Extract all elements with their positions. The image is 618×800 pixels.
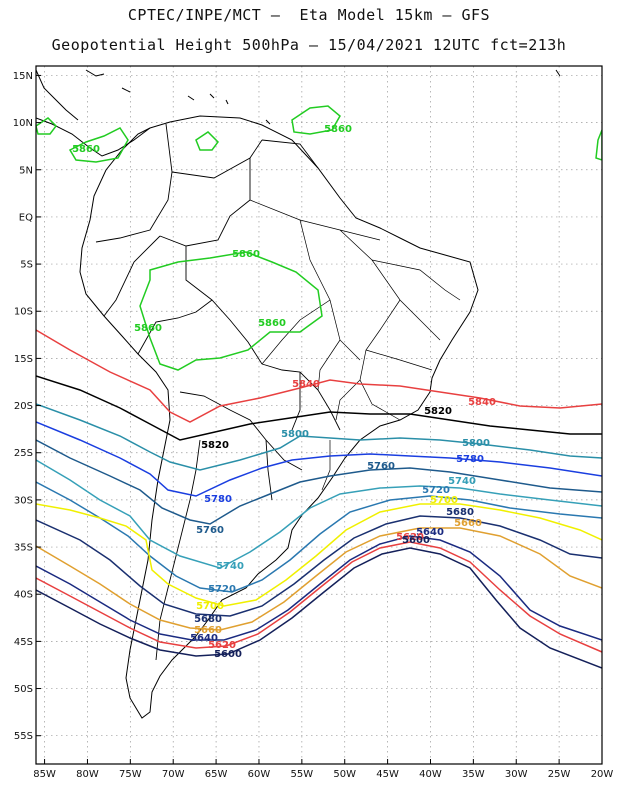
- lat-tick-label: 50S: [14, 684, 33, 695]
- contour-label-5680: 5680: [446, 507, 474, 518]
- contour-label-5800: 5800: [462, 438, 490, 449]
- title-model: CPTEC/INPE/MCT — Eta Model 15km — GFS: [127, 6, 491, 24]
- lon-tick-label: 25W: [548, 769, 571, 780]
- contour-5860: [291, 105, 341, 135]
- brazil-state-borders: [249, 199, 461, 491]
- contour-label-5740: 5740: [216, 561, 244, 572]
- lat-tick-label: 30S: [14, 495, 33, 506]
- map-frame: [35, 65, 603, 765]
- contour-5720: [36, 481, 602, 593]
- contour-label-5860: 5860: [324, 124, 352, 135]
- contour-label-5720: 5720: [208, 584, 236, 595]
- axis-labels: 15N 10N 5N EQ 5S 10S 15S 20S 25S 30S 35S 40S 45S 50S 5…: [13, 71, 614, 780]
- lon-tick-label: 85W: [33, 769, 56, 780]
- contour-label-5600: 5600: [402, 535, 430, 546]
- contour-5860: [139, 251, 323, 371]
- lon-tick-label: 20W: [591, 769, 614, 780]
- lat-tick-label: 40S: [14, 590, 33, 601]
- contour-5740: [36, 459, 602, 569]
- lat-tick-label: 55S: [14, 731, 33, 742]
- contour-5860: [68, 127, 129, 163]
- country-borders: [95, 123, 341, 661]
- contour-label-5700: 5700: [430, 495, 458, 506]
- lat-tick-label: 15N: [13, 71, 33, 82]
- lat-tick-label: 10S: [14, 307, 33, 318]
- lon-tick-label: 60W: [248, 769, 271, 780]
- lat-tick-label: 35S: [14, 543, 33, 554]
- lon-tick-label: 70W: [162, 769, 185, 780]
- lon-tick-label: 45W: [376, 769, 399, 780]
- contour-5660: [36, 527, 602, 631]
- south-america-coastline: [79, 115, 479, 719]
- contour-label-5680: 5680: [194, 614, 222, 625]
- contour-label-5720: 5720: [422, 485, 450, 496]
- contour-label-5860: 5860: [134, 323, 162, 334]
- contour-5700: [36, 503, 602, 607]
- contour-5860: [36, 117, 57, 135]
- contour-label-5740: 5740: [448, 476, 476, 487]
- contour-label-5840: 5840: [468, 397, 496, 408]
- contour-label-5620: 5620: [396, 532, 424, 543]
- contour-label-5840: 5840: [292, 379, 320, 390]
- land-layer: [36, 69, 561, 719]
- lat-tick-label: 15S: [14, 354, 33, 365]
- lon-tick-label: 50W: [333, 769, 356, 780]
- contour-label-5660: 5660: [454, 518, 482, 529]
- contour-5780: [36, 421, 602, 497]
- contour-label-5780: 5780: [204, 494, 232, 505]
- contour-label-5860: 5860: [232, 249, 260, 260]
- contour-label-5800: 5800: [281, 429, 309, 440]
- lat-tick-label: 5N: [19, 165, 33, 176]
- contour-5760: [36, 439, 602, 525]
- contour-label-5640: 5640: [190, 633, 218, 644]
- lat-tick-label: 10N: [13, 118, 33, 129]
- lon-tick-label: 65W: [205, 769, 228, 780]
- contour-5620: [36, 541, 602, 653]
- contour-label-5660: 5660: [194, 625, 222, 636]
- lat-tick-label: 25S: [14, 448, 33, 459]
- contour-5860: [595, 129, 602, 161]
- contour-5820: [36, 375, 602, 441]
- plot-area: [36, 66, 602, 764]
- contour-labels: 5860 5860 5860 5860 5860 5840 5840 5820 5820 5800…: [72, 124, 496, 660]
- lon-tick-label: 35W: [462, 769, 485, 780]
- lat-tick-label: 5S: [20, 260, 33, 271]
- contour-5640: [36, 535, 602, 641]
- contour-label-5640: 5640: [416, 527, 444, 538]
- lon-tick-label: 30W: [505, 769, 528, 780]
- lat-tick-label: EQ: [19, 212, 33, 223]
- contour-label-5860: 5860: [72, 144, 100, 155]
- contour-label-5600: 5600: [214, 649, 242, 660]
- lon-tick-label: 75W: [119, 769, 142, 780]
- lon-tick-label: 55W: [291, 769, 314, 780]
- caribbean-islands: [85, 69, 561, 125]
- contour-label-5820: 5820: [424, 406, 452, 417]
- contour-5840: [36, 329, 602, 423]
- contour-5860: [195, 131, 219, 151]
- contour-5680: [36, 515, 602, 617]
- lat-tick-label: 20S: [14, 401, 33, 412]
- contour-5600: [36, 547, 602, 669]
- contour-label-5780: 5780: [456, 454, 484, 465]
- title-field: Geopotential Height 500hPa — 15/04/2021 …: [51, 36, 567, 54]
- lat-tick-label: 45S: [14, 637, 33, 648]
- contour-label-5700: 5700: [196, 601, 224, 612]
- lon-tick-label: 80W: [76, 769, 99, 780]
- contour-label-5760: 5760: [367, 461, 395, 472]
- contour-label-5860: 5860: [258, 318, 286, 329]
- contour-lines: [36, 105, 602, 669]
- contour-label-5760: 5760: [196, 525, 224, 536]
- lon-tick-label: 40W: [419, 769, 442, 780]
- contour-label-5820: 5820: [201, 440, 229, 451]
- contour-5800: [36, 403, 602, 471]
- contour-label-5620: 5620: [208, 640, 236, 651]
